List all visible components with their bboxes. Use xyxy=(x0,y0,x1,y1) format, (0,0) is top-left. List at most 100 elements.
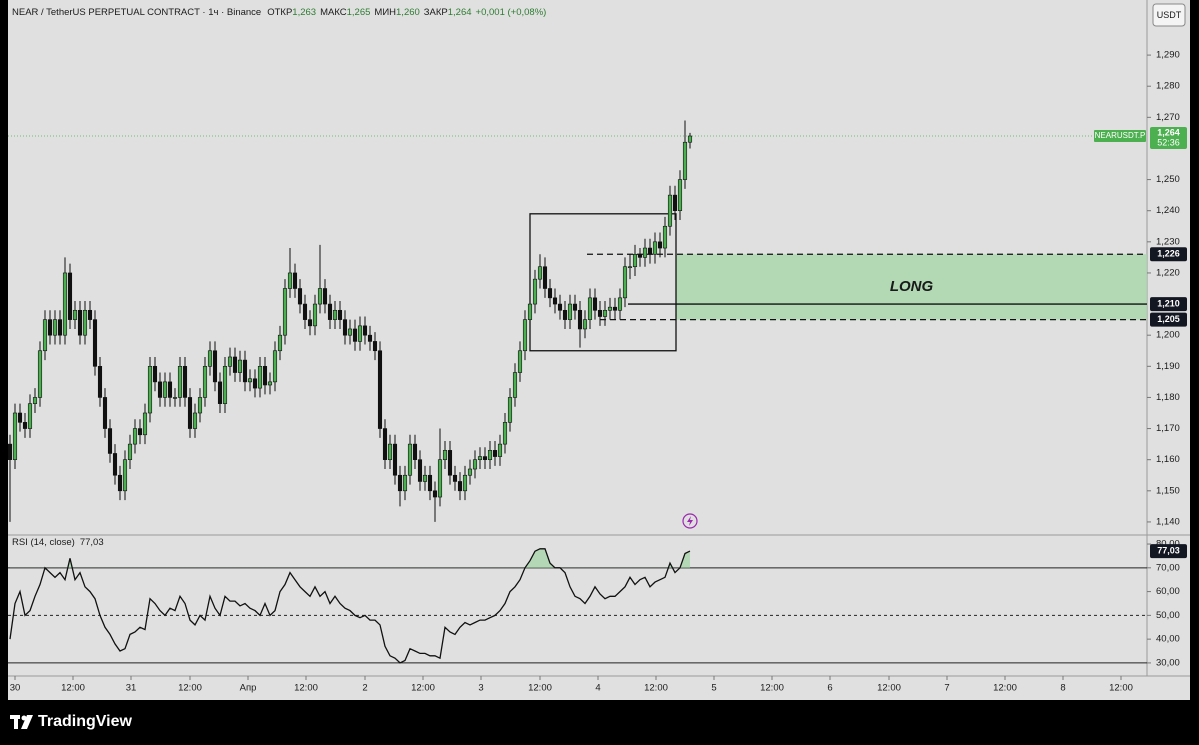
candle-body xyxy=(292,272,298,289)
y-tick-label: 1,220 xyxy=(1156,267,1180,278)
ohlc-value: 1,263 xyxy=(292,7,316,18)
x-tick-label: 6 xyxy=(827,683,832,694)
candle-body xyxy=(177,366,183,398)
candle-body xyxy=(207,350,213,367)
candle-body xyxy=(432,490,438,498)
candle-body xyxy=(587,297,593,320)
candle-body xyxy=(632,253,638,268)
y-tick-label: 1,190 xyxy=(1156,361,1180,372)
candle-body xyxy=(562,309,568,320)
candle-body xyxy=(297,288,303,305)
candle-body xyxy=(532,278,538,305)
candle-body xyxy=(157,381,163,398)
rsi-tick-label: 80,00 xyxy=(1156,539,1180,550)
candle-body xyxy=(357,325,363,342)
candle-body xyxy=(382,428,388,460)
candle-body xyxy=(187,397,193,429)
candle-body xyxy=(282,288,288,336)
candle-body xyxy=(592,297,598,311)
rsi-line xyxy=(9,548,691,664)
currency[interactable]: USDT xyxy=(1157,10,1182,20)
candle-body xyxy=(312,303,318,327)
currency-button[interactable] xyxy=(1152,3,1186,27)
x-tick-label: 12:00 xyxy=(178,683,202,694)
candle-body xyxy=(642,247,648,258)
candle-body xyxy=(257,366,263,389)
level-tag xyxy=(1150,312,1187,327)
rsi-value-tag xyxy=(1150,544,1187,559)
x-tick-label: 31 xyxy=(126,683,137,694)
y-tick-label: 1,150 xyxy=(1156,485,1180,496)
candle-body xyxy=(152,366,158,383)
x-tick-label: 12:00 xyxy=(294,683,318,694)
y-tick-label: 1,240 xyxy=(1156,205,1180,216)
long-zone xyxy=(676,254,1147,320)
candle-body xyxy=(162,381,168,398)
candle-body xyxy=(27,403,33,429)
x-tick-label: 12:00 xyxy=(528,683,552,694)
candle-body xyxy=(577,309,583,330)
candle-body xyxy=(12,412,18,460)
x-tick-label: 30 xyxy=(10,683,21,694)
candle-body xyxy=(482,456,488,460)
x-tick-label: 3 xyxy=(478,683,483,694)
event-icon[interactable] xyxy=(682,513,698,529)
candle-body xyxy=(307,319,313,327)
x-tick-label: 12:00 xyxy=(411,683,435,694)
candle-body xyxy=(52,319,58,336)
candle-body xyxy=(337,309,343,320)
candle-body xyxy=(57,319,63,336)
candle-body xyxy=(572,303,578,311)
candle-body xyxy=(132,428,138,445)
rsi-tick-label: 70,00 xyxy=(1156,562,1180,573)
candle-body xyxy=(652,241,658,255)
candle-body xyxy=(427,474,433,492)
x-tick-label: 12:00 xyxy=(644,683,668,694)
rsi-tick-label: 30,00 xyxy=(1156,657,1180,668)
candle-body xyxy=(397,474,403,492)
candle-body xyxy=(342,319,348,336)
ohlc-value: 1,265 xyxy=(347,7,371,18)
event-icon-bolt xyxy=(687,516,693,526)
candle-body xyxy=(437,459,443,498)
x-tick-label: 12:00 xyxy=(993,683,1017,694)
candle-body xyxy=(602,309,608,317)
range-box xyxy=(529,213,677,352)
candle-body xyxy=(627,266,633,269)
symbol-tag-label: NEARUSDT.P xyxy=(1095,131,1146,140)
rsi-legend: RSI (14, close) 77,03 xyxy=(12,537,104,548)
candle-body xyxy=(507,397,513,423)
candle-body xyxy=(422,474,428,482)
candle-body xyxy=(597,309,603,317)
candle-body xyxy=(657,241,663,249)
candle-body xyxy=(462,474,468,492)
candle-body xyxy=(477,456,483,460)
candle-body xyxy=(407,443,413,476)
candle-body xyxy=(47,319,53,336)
level-tag-label: 1,210 xyxy=(1157,298,1180,308)
candle-body xyxy=(327,303,333,320)
ohlc-name: МИН xyxy=(374,7,396,18)
candle-body xyxy=(617,297,623,311)
candle-body xyxy=(582,319,588,330)
last-price-tag xyxy=(1150,127,1187,150)
candle-body xyxy=(117,474,123,492)
symbol-tag xyxy=(1094,130,1146,143)
candle-body xyxy=(647,247,653,255)
rsi-tick-label: 60,00 xyxy=(1156,586,1180,597)
x-tick-label: 8 xyxy=(1060,683,1065,694)
countdown: 52:36 xyxy=(1157,137,1180,147)
candle-body xyxy=(227,356,233,367)
candle-body xyxy=(122,459,128,492)
legend-header: NEAR / TetherUS PERPETUAL CONTRACT · 1ч … xyxy=(12,7,546,18)
candle-body xyxy=(472,459,478,470)
candle-body xyxy=(442,450,448,460)
zone-label: LONG xyxy=(890,278,934,295)
candle-body xyxy=(412,443,418,460)
level-tag xyxy=(1150,297,1187,312)
candle-body xyxy=(392,443,398,476)
candle-body xyxy=(417,459,423,482)
candle-body xyxy=(622,266,628,299)
candle-body xyxy=(317,288,323,305)
